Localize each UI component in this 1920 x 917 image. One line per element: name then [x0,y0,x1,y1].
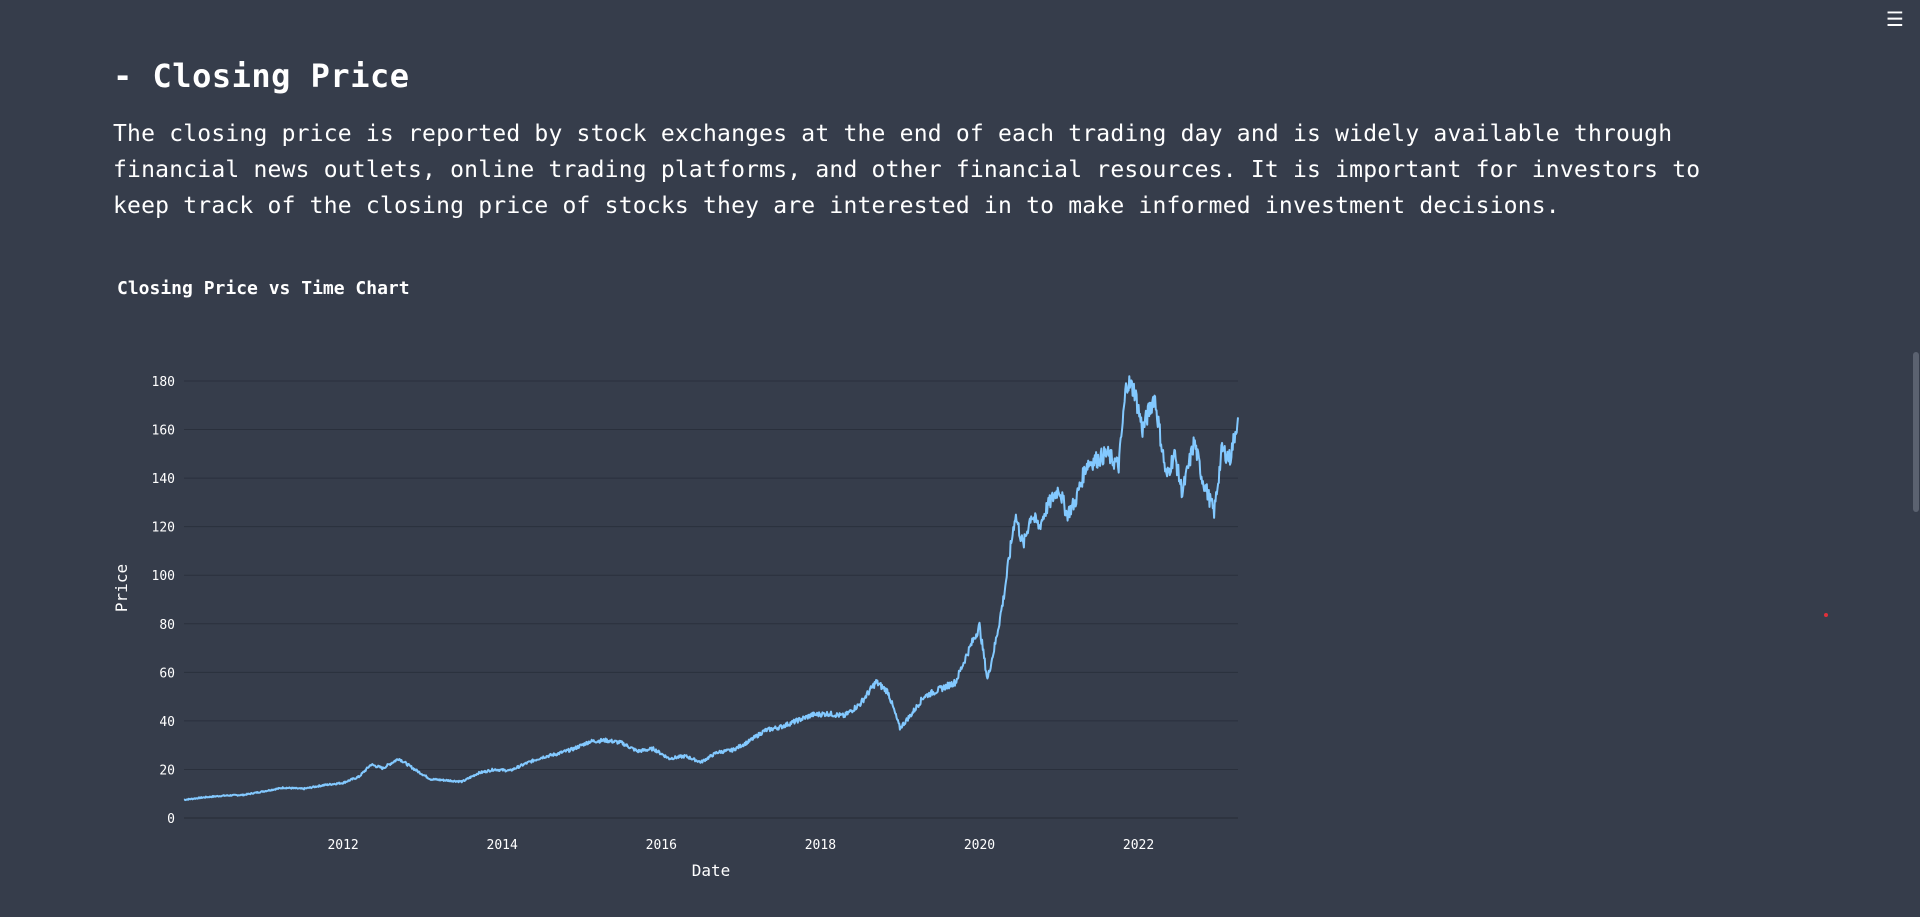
y-axis-label: Price [112,564,131,612]
cursor-marker [1824,613,1828,617]
y-tick-label: 160 [152,424,175,439]
x-tick-label: 2020 [964,838,995,853]
x-axis-ticks: 2012 2014 2016 2018 2020 2022 [327,838,1154,853]
x-tick-label: 2012 [327,838,358,853]
main-content: - Closing Price The closing price is rep… [113,52,1753,224]
y-tick-label: 140 [152,472,175,487]
x-tick-label: 2016 [646,838,677,853]
y-tick-label: 60 [159,666,175,681]
scrollbar-thumb[interactable] [1913,352,1919,512]
page-scrollbar[interactable] [1912,0,1920,917]
x-tick-label: 2014 [487,838,518,853]
y-tick-label: 0 [167,812,175,827]
y-tick-label: 120 [152,521,175,536]
section-description: The closing price is reported by stock e… [113,121,1701,219]
y-tick-label: 20 [159,763,175,778]
chart-gridlines [184,380,1238,819]
chart-title: Closing Price vs Time Chart [117,278,410,299]
x-tick-label: 2022 [1123,838,1154,853]
y-axis-ticks: 0 20 40 60 80 100 120 140 160 180 [152,375,175,827]
x-tick-label: 2018 [805,838,836,853]
y-tick-label: 100 [152,569,175,584]
y-tick-label: 80 [159,618,175,633]
x-axis-label: Date [692,861,731,880]
y-tick-label: 180 [152,375,175,390]
section-heading: - Closing Price [113,57,410,95]
y-tick-label: 40 [159,715,175,730]
hamburger-menu-icon[interactable]: ☰ [1886,7,1904,31]
closing-price-series-line[interactable] [183,375,1239,802]
